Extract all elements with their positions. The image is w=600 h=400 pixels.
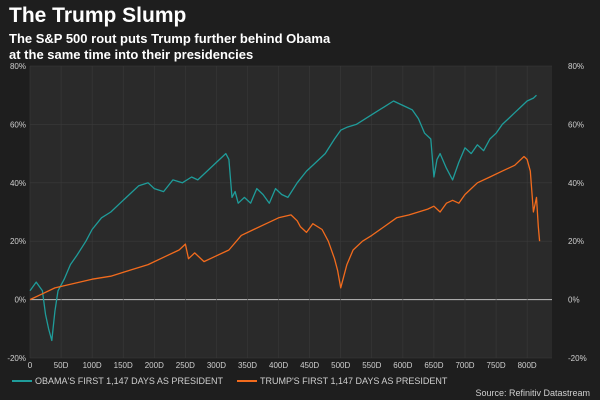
y-tick-label-right: 40% bbox=[568, 179, 584, 188]
x-tick-label: 800D bbox=[518, 361, 537, 370]
legend-item-obama: OBAMA'S FIRST 1,147 DAYS AS PRESIDENT bbox=[12, 376, 223, 386]
legend-label-trump: TRUMP'S FIRST 1,147 DAYS AS PRESIDENT bbox=[259, 376, 448, 386]
x-tick-label: 250D bbox=[176, 361, 195, 370]
x-tick-label: 100D bbox=[83, 361, 102, 370]
x-tick-label: 350D bbox=[238, 361, 257, 370]
subtitle-line-2: at the same time into their presidencies bbox=[9, 47, 254, 62]
x-tick-label: 150D bbox=[114, 361, 133, 370]
x-tick-label: 600D bbox=[393, 361, 412, 370]
y-tick-label-left: 40% bbox=[10, 179, 26, 188]
chart-subtitle: The S&P 500 rout puts Trump further behi… bbox=[9, 31, 439, 63]
x-tick-label: 650D bbox=[424, 361, 443, 370]
y-tick-label-right: 80% bbox=[568, 62, 584, 71]
obama-series-line bbox=[29, 94, 537, 342]
y-tick-label-right: 20% bbox=[568, 237, 584, 246]
plot-area bbox=[30, 66, 552, 358]
legend-swatch-obama bbox=[12, 380, 32, 382]
y-tick-label-left: 80% bbox=[10, 62, 26, 71]
trump-series-line bbox=[29, 155, 541, 301]
chart-title: The Trump Slump bbox=[9, 4, 187, 27]
legend-item-trump: TRUMP'S FIRST 1,147 DAYS AS PRESIDENT bbox=[236, 376, 448, 386]
chart-legend: OBAMA'S FIRST 1,147 DAYS AS PRESIDENT TR… bbox=[12, 376, 461, 386]
x-tick-label: 550D bbox=[362, 361, 381, 370]
y-tick-label-left: 20% bbox=[10, 237, 26, 246]
y-tick-label-right: 0% bbox=[568, 296, 580, 305]
x-tick-label: 200D bbox=[145, 361, 164, 370]
x-tick-label: 500D bbox=[331, 361, 350, 370]
x-tick-label: 450D bbox=[300, 361, 319, 370]
x-tick-label: 750D bbox=[487, 361, 506, 370]
tick-layer: -20% -20% 0% 0% 20% 20% 40% 40% 60% 60% 80% 80% 0 50D… bbox=[7, 62, 586, 370]
y-tick-label-left: -20% bbox=[7, 354, 26, 363]
legend-swatch-trump bbox=[236, 380, 257, 382]
x-tick-label: 400D bbox=[269, 361, 288, 370]
x-tick-label: 700D bbox=[455, 361, 474, 370]
x-tick-label: 0 bbox=[28, 361, 33, 370]
x-tick-label: 50D bbox=[54, 361, 69, 370]
series-layer bbox=[29, 94, 541, 342]
subtitle-line-1: The S&P 500 rout puts Trump further behi… bbox=[9, 31, 331, 46]
grid-layer bbox=[29, 65, 552, 359]
source-note: Source: Refinitiv Datastream bbox=[475, 388, 590, 398]
y-tick-label-right: -20% bbox=[568, 354, 587, 363]
legend-label-obama: OBAMA'S FIRST 1,147 DAYS AS PRESIDENT bbox=[35, 376, 223, 386]
y-tick-label-right: 60% bbox=[568, 120, 584, 129]
x-tick-label: 300D bbox=[207, 361, 226, 370]
y-tick-label-left: 60% bbox=[10, 120, 26, 129]
y-tick-label-left: 0% bbox=[14, 296, 26, 305]
